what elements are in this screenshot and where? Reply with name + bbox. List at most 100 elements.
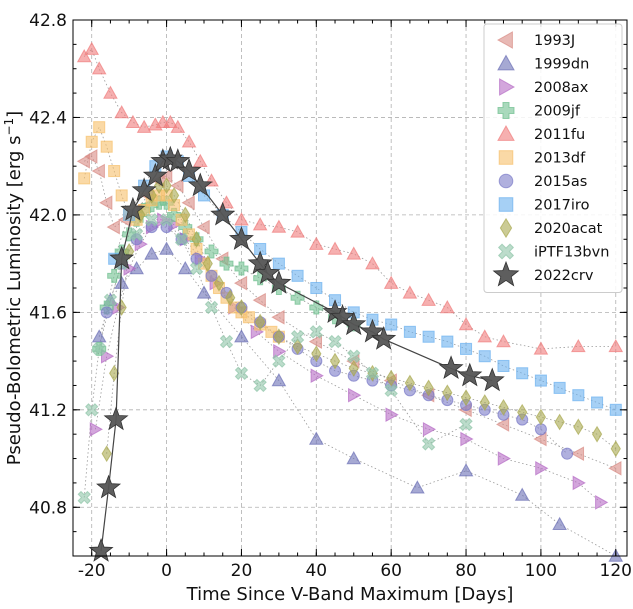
legend-marker-2017iro bbox=[498, 197, 514, 212]
point-2011fu bbox=[533, 341, 549, 355]
point-iptf13bvn bbox=[290, 330, 305, 344]
point-2011fu bbox=[181, 134, 197, 148]
legend-label-iptf13bvn: iPTF13bvn bbox=[534, 245, 609, 261]
point-2011fu bbox=[125, 114, 141, 129]
point-2011fu bbox=[439, 299, 455, 314]
point-2015as bbox=[100, 306, 113, 319]
point-2011fu bbox=[383, 275, 399, 289]
axis-ticks: -20 0 20 40 60 80 100 120 40.8 41.2 41.6 42.0 42.4 42… bbox=[29, 11, 632, 581]
point-2011fu bbox=[136, 119, 152, 133]
point-1999dn bbox=[159, 241, 174, 255]
legend-label-1999dn: 1999dn bbox=[534, 57, 589, 73]
point-2022crv bbox=[371, 326, 397, 350]
point-2020acat bbox=[225, 289, 236, 307]
point-iptf13bvn bbox=[309, 325, 323, 339]
point-2017iro bbox=[422, 330, 435, 343]
point-2022crv bbox=[266, 269, 292, 294]
point-2009jf bbox=[234, 261, 249, 276]
point-1999dn bbox=[114, 275, 130, 289]
point-iptf13bvn-shape bbox=[421, 437, 436, 451]
point-2013df bbox=[115, 189, 128, 202]
point-1999dn bbox=[458, 463, 474, 477]
point-2013df bbox=[100, 140, 113, 153]
point-2013df bbox=[242, 311, 255, 324]
legend-label-2022crv: 2022crv bbox=[534, 268, 594, 284]
point-2022crv bbox=[228, 226, 254, 250]
x-tick-label: 40 bbox=[305, 561, 327, 581]
point-2020acat bbox=[348, 359, 359, 377]
point-2020acat bbox=[554, 413, 565, 431]
point-iptf13bvn-shape bbox=[219, 334, 234, 349]
legend-marker-2015as bbox=[498, 173, 514, 189]
legend-label-2011fu: 2011fu bbox=[534, 127, 585, 143]
point-1993j bbox=[233, 275, 248, 291]
point-2011fu bbox=[346, 246, 362, 260]
point-2008ax bbox=[572, 475, 586, 491]
point-2017iro bbox=[591, 396, 604, 409]
y-axis-label-close: ] bbox=[4, 111, 25, 118]
y-tick-label: 41.2 bbox=[29, 401, 67, 421]
legend-marker-2020acat bbox=[499, 217, 513, 239]
point-1999dn bbox=[346, 451, 362, 465]
legend: 1993J 1999dn 2008ax 2009jf 2011fu 2013df 2015a… bbox=[483, 23, 623, 293]
point-2022crv bbox=[120, 196, 146, 221]
point-2011fu bbox=[114, 105, 130, 119]
point-1999dn bbox=[552, 516, 567, 531]
point-2020acat bbox=[573, 418, 584, 436]
point-iptf13bvn-shape bbox=[129, 227, 144, 242]
point-2008ax bbox=[497, 451, 512, 466]
point-2017iro bbox=[572, 389, 585, 402]
point-2020acat bbox=[517, 403, 528, 421]
point-2008ax bbox=[385, 407, 399, 423]
point-2020acat bbox=[292, 338, 303, 355]
point-2011fu bbox=[327, 241, 343, 255]
point-2020acat bbox=[329, 352, 341, 370]
point-2022crv bbox=[103, 406, 129, 431]
point-2011fu bbox=[290, 224, 305, 238]
point-iptf13bvn-shape bbox=[328, 334, 342, 349]
point-2020acat bbox=[591, 425, 603, 443]
point-2020acat bbox=[311, 345, 322, 363]
point-iptf13bvn bbox=[328, 334, 342, 349]
point-2011fu bbox=[252, 217, 268, 231]
point-1993j bbox=[533, 431, 547, 447]
point-1993j bbox=[84, 149, 98, 164]
point-1993j bbox=[76, 153, 90, 169]
point-iptf13bvn-shape bbox=[234, 366, 249, 380]
point-2020acat bbox=[202, 255, 213, 273]
point-iptf13bvn bbox=[365, 366, 380, 380]
point-1993j bbox=[252, 292, 266, 308]
point-1999dn bbox=[410, 480, 425, 494]
legend-marker-2011fu bbox=[497, 124, 515, 141]
guide-1999dn bbox=[98, 248, 616, 557]
point-2008ax bbox=[422, 421, 437, 437]
point-1999dn bbox=[196, 285, 212, 299]
legend-label-2017iro: 2017iro bbox=[534, 198, 590, 214]
point-iptf13bvn bbox=[103, 293, 118, 307]
point-2008ax bbox=[460, 431, 474, 447]
point-1993j bbox=[196, 219, 210, 235]
y-axis-label: Pseudo-Bolometric Luminosity [erg s−1] bbox=[2, 111, 25, 465]
point-2009jf bbox=[290, 290, 305, 305]
y-axis-label-text: Pseudo-Bolometric Luminosity [erg s bbox=[4, 136, 25, 466]
legend-box bbox=[483, 23, 623, 293]
point-iptf13bvn-shape bbox=[204, 300, 219, 315]
point-iptf13bvn bbox=[234, 366, 249, 380]
point-iptf13bvn-shape bbox=[159, 213, 174, 227]
point-1993j bbox=[99, 195, 113, 211]
point-2011fu bbox=[365, 256, 380, 270]
point-iptf13bvn bbox=[189, 261, 204, 276]
point-iptf13bvn bbox=[159, 213, 174, 227]
point-2020acat bbox=[236, 299, 247, 316]
point-2008ax bbox=[535, 460, 549, 476]
point-2008ax bbox=[348, 387, 362, 403]
legend-marker-2022crv bbox=[492, 260, 520, 287]
point-2017iro bbox=[403, 325, 416, 338]
point-2020acat bbox=[479, 394, 490, 411]
point-1999dn bbox=[308, 431, 324, 445]
point-iptf13bvn-shape bbox=[272, 354, 286, 368]
legend-marker-iptf13bvn-shape bbox=[497, 243, 515, 260]
point-2011fu bbox=[234, 212, 249, 226]
point-2017iro bbox=[441, 335, 454, 348]
